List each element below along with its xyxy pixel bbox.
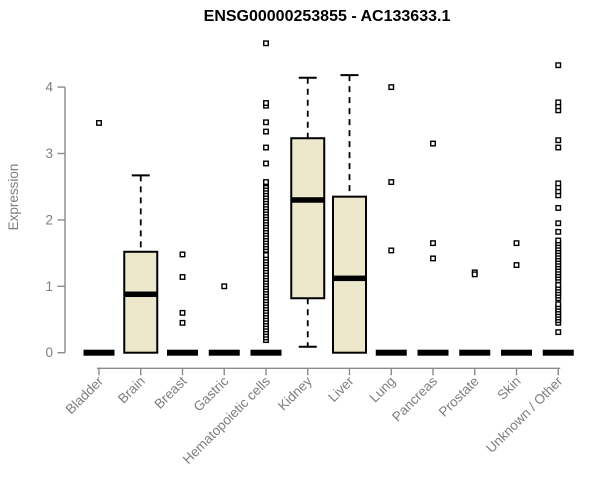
x-tick-label: Prostate — [436, 374, 482, 420]
x-tick-label: Gastric — [191, 373, 232, 414]
outlier-point — [555, 204, 562, 211]
zero-bar — [459, 349, 491, 356]
category-prostate — [459, 269, 491, 356]
chart-title: ENSG00000253855 - AC133633.1 — [203, 8, 451, 25]
x-tick-label: Kidney — [275, 373, 315, 413]
y-tick-label: 0 — [45, 345, 53, 360]
y-tick-label: 1 — [45, 279, 53, 294]
outlier-point — [388, 84, 395, 91]
outlier-point — [471, 271, 478, 278]
y-tick-label: 3 — [45, 146, 53, 161]
x-tick-label: Breast — [151, 373, 189, 411]
x-tick-label: Liver — [325, 373, 357, 405]
outlier-point — [263, 119, 269, 126]
outlier-point — [555, 282, 562, 288]
outlier-point — [263, 128, 269, 135]
median-line — [333, 275, 366, 282]
category-hematopoietic-cells — [250, 40, 282, 356]
zero-bar — [375, 349, 407, 356]
outlier-point — [179, 309, 186, 316]
x-tick-label: Skin — [494, 374, 523, 403]
outlier-point — [263, 160, 269, 167]
zero-bar — [250, 349, 282, 356]
zero-bar — [542, 349, 574, 356]
zero-bar — [83, 349, 115, 356]
x-tick-label: Pancreas — [389, 373, 440, 424]
outlier-point — [263, 100, 269, 106]
outlier-point — [388, 179, 395, 186]
category-skin — [501, 240, 532, 356]
outlier-point — [221, 283, 228, 290]
category-lung — [375, 84, 407, 356]
outlier-point — [555, 180, 562, 187]
outlier-point — [555, 220, 562, 227]
outlier-point — [555, 301, 562, 308]
outlier-point — [263, 179, 269, 186]
median-line — [124, 291, 158, 298]
x-tick-label: Bladder — [63, 373, 107, 417]
outlier-point — [179, 319, 186, 326]
outlier-point — [179, 251, 186, 258]
box — [123, 250, 159, 354]
outlier-point — [513, 240, 520, 247]
outlier-point — [555, 62, 562, 69]
outlier-point — [430, 240, 436, 247]
outlier-point — [555, 329, 562, 336]
zero-bar — [208, 349, 240, 356]
box — [332, 195, 367, 354]
box — [290, 137, 326, 300]
outlier-point — [513, 262, 520, 269]
category-gastric — [208, 283, 240, 356]
category-liver — [332, 74, 367, 354]
category-kidney — [290, 76, 326, 348]
x-tick-label: Lung — [367, 374, 399, 406]
x-tick-label: Brain — [115, 374, 148, 407]
y-tick-label: 4 — [45, 80, 53, 95]
y-tick-label: 2 — [45, 212, 53, 227]
outlier-point — [96, 120, 102, 126]
outlier-point — [263, 40, 269, 47]
category-pancreas — [417, 140, 449, 356]
category-unknown-other — [542, 62, 574, 356]
category-bladder — [83, 120, 115, 356]
outlier-point — [430, 255, 436, 262]
outlier-point — [388, 247, 395, 254]
outlier-point — [430, 140, 436, 147]
outlier-point — [555, 144, 562, 151]
outlier-point — [263, 144, 269, 151]
outlier-point — [179, 274, 186, 280]
outlier-point — [555, 99, 562, 106]
category-breast — [167, 251, 198, 356]
zero-bar — [417, 349, 449, 356]
outlier-point — [555, 237, 562, 244]
outlier-point — [263, 252, 269, 259]
outlier-point — [555, 137, 562, 144]
outlier-point — [555, 228, 562, 235]
zero-bar — [167, 349, 198, 356]
median-line — [291, 197, 325, 203]
zero-bar — [501, 349, 532, 356]
category-brain — [123, 174, 159, 354]
x-tick-label: Unknown / Other — [483, 373, 566, 456]
